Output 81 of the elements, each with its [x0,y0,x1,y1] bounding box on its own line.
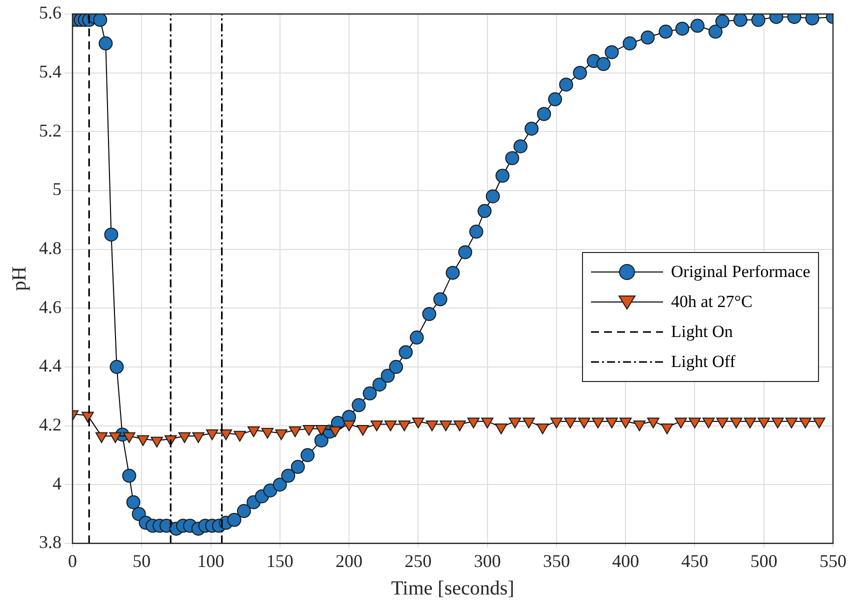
x-tick-label: 300 [474,550,501,571]
point [564,418,576,428]
point [716,418,729,428]
y-tick-label: 4.4 [39,356,62,376]
x-tick-label: 400 [612,550,640,571]
point [674,418,688,428]
point [398,420,410,432]
point [315,424,328,436]
point [370,420,383,432]
point [220,429,232,440]
point [619,418,632,428]
x-tick-label: 500 [750,550,778,571]
legend-label: Original Performace [671,262,810,282]
x-tick-label: 200 [336,550,363,571]
y-axis-title: pH [8,266,30,291]
point [82,412,94,422]
point [109,432,122,444]
x-tick-label: 350 [542,550,570,571]
y-tick-label: 5.4 [39,62,62,82]
point [481,418,494,428]
point [123,432,136,444]
point [702,418,715,428]
y-tick-label: 4.2 [39,414,62,434]
point [592,418,604,428]
point [772,418,784,428]
point [412,418,424,428]
point [758,418,770,428]
x-tick-label: 550 [820,550,846,571]
point [536,423,549,434]
point [744,418,756,428]
point [633,420,646,432]
x-tick-label: 50 [132,550,151,571]
point [150,436,163,448]
x-tick-label: 450 [681,550,708,571]
point [248,426,260,438]
x-tick-label: 0 [68,550,77,571]
point [647,418,660,428]
point [508,418,522,428]
y-tick-label: 5.2 [39,120,62,140]
point [302,424,316,436]
point [799,418,812,428]
point [440,420,452,432]
point [495,423,508,434]
point [234,430,246,442]
point [688,418,701,428]
x-tick-label: 250 [404,550,432,571]
y-tick-label: 5 [52,179,62,200]
point [329,426,342,438]
point [356,424,369,436]
point [178,432,191,444]
legend-label: Light On [671,322,733,342]
point [522,418,535,428]
point [288,426,302,438]
point [192,432,204,444]
point [384,420,397,432]
point [606,418,618,428]
point [785,418,798,428]
point [206,429,218,440]
x-tick-label: 150 [266,550,294,571]
point [261,428,274,439]
point [467,418,480,428]
y-tick-label: 4.6 [39,296,62,317]
y-tick-label: 4.8 [39,238,62,258]
y-tick-label: 4 [52,473,62,494]
point [95,432,108,444]
point [275,429,288,440]
point [550,418,563,428]
point [660,423,674,434]
y-tick-label: 3.8 [39,532,62,552]
x-tick-label: 100 [197,550,224,571]
x-axis-title: Time [seconds] [391,577,514,600]
y-tick-label: 5.6 [39,2,62,23]
legend-label: Light Off [671,352,736,372]
point [730,418,742,428]
point [578,418,590,428]
point [136,435,150,446]
point [813,418,826,428]
point [454,420,466,432]
legend-label: 40h at 27°C [671,292,752,312]
point [426,420,438,432]
point [342,420,356,432]
